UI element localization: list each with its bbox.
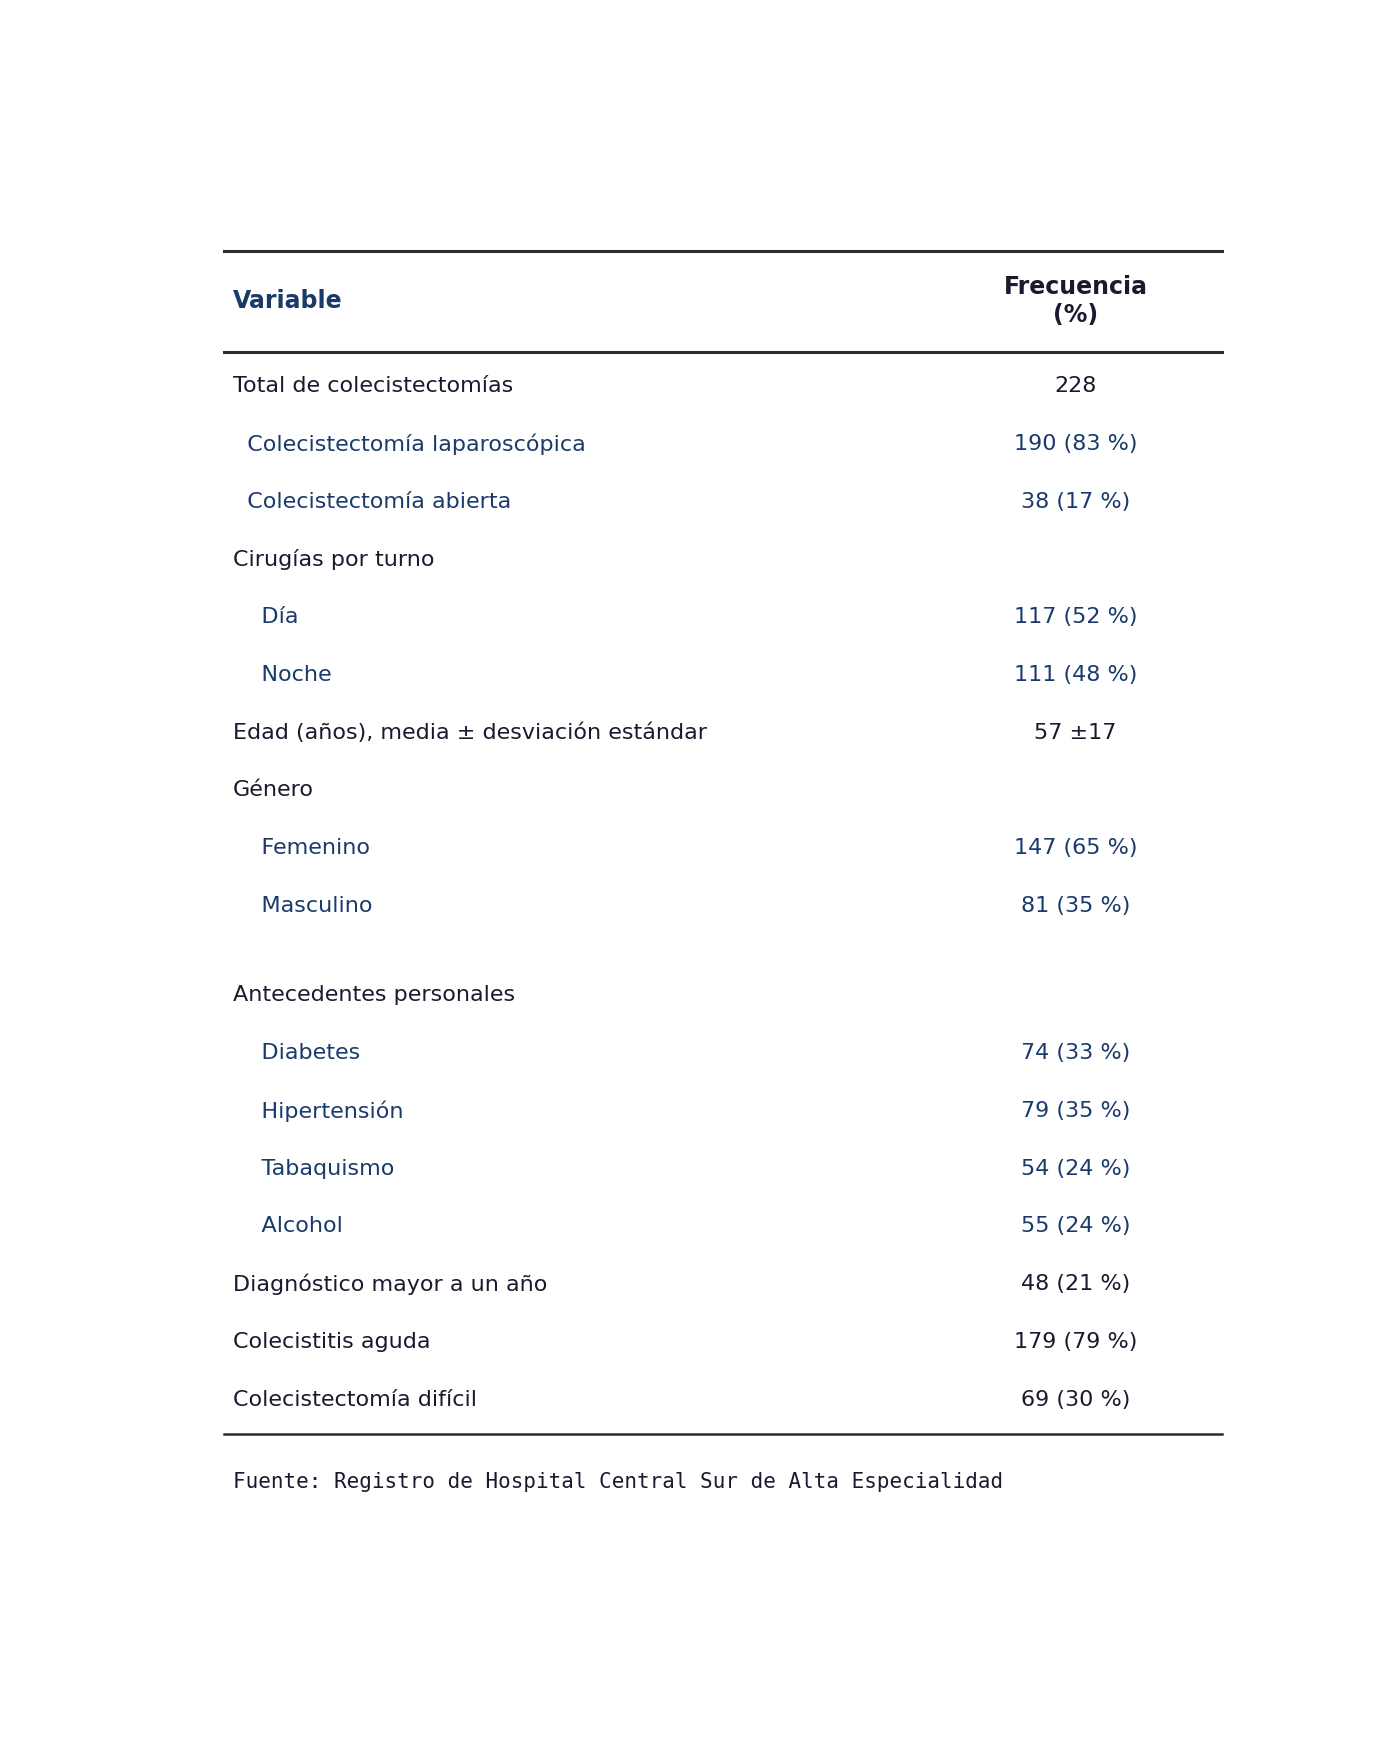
Text: Colecistitis aguda: Colecistitis aguda — [232, 1332, 430, 1353]
Text: Día: Día — [232, 608, 298, 627]
Text: 147 (65 %): 147 (65 %) — [1014, 837, 1137, 858]
Text: 48 (21 %): 48 (21 %) — [1021, 1274, 1130, 1295]
Text: Diagnóstico mayor a un año: Diagnóstico mayor a un año — [232, 1274, 547, 1295]
Text: 228: 228 — [1054, 377, 1096, 396]
Text: Colecistectomía abierta: Colecistectomía abierta — [232, 492, 511, 512]
Text: 74 (33 %): 74 (33 %) — [1021, 1042, 1130, 1063]
Text: Hipertensión: Hipertensión — [232, 1100, 403, 1121]
Text: Antecedentes personales: Antecedentes personales — [232, 985, 515, 1006]
Text: 111 (48 %): 111 (48 %) — [1014, 664, 1137, 685]
Text: Género: Género — [232, 780, 314, 801]
Text: 69 (30 %): 69 (30 %) — [1021, 1389, 1130, 1410]
Text: Cirugías por turno: Cirugías por turno — [232, 548, 434, 569]
Text: 55 (24 %): 55 (24 %) — [1021, 1216, 1130, 1237]
Text: Edad (años), media ± desviación estándar: Edad (años), media ± desviación estándar — [232, 722, 707, 743]
Text: 79 (35 %): 79 (35 %) — [1021, 1100, 1130, 1121]
Text: 38 (17 %): 38 (17 %) — [1021, 492, 1130, 512]
Text: Tabaquismo: Tabaquismo — [232, 1158, 393, 1179]
Text: Total de colecistectomías: Total de colecistectomías — [232, 377, 512, 396]
Text: 81 (35 %): 81 (35 %) — [1021, 895, 1130, 916]
Text: 179 (79 %): 179 (79 %) — [1014, 1332, 1137, 1353]
Text: Masculino: Masculino — [232, 895, 372, 916]
Text: Diabetes: Diabetes — [232, 1042, 360, 1063]
Text: Colecistectomía difícil: Colecistectomía difícil — [232, 1389, 476, 1410]
Text: Colecistectomía laparoscópica: Colecistectomía laparoscópica — [232, 433, 585, 456]
Text: Fuente: Registro de Hospital Central Sur de Alta Especialidad: Fuente: Registro de Hospital Central Sur… — [232, 1472, 1002, 1491]
Text: Variable: Variable — [232, 289, 342, 314]
Text: Alcohol: Alcohol — [232, 1216, 343, 1237]
Text: 190 (83 %): 190 (83 %) — [1014, 434, 1137, 454]
Text: Frecuencia
(%): Frecuencia (%) — [1004, 275, 1148, 328]
Text: 117 (52 %): 117 (52 %) — [1014, 608, 1137, 627]
Text: 57 ±17: 57 ±17 — [1035, 722, 1117, 743]
Text: Femenino: Femenino — [232, 837, 370, 858]
Text: Noche: Noche — [232, 664, 332, 685]
Text: 54 (24 %): 54 (24 %) — [1021, 1158, 1130, 1179]
